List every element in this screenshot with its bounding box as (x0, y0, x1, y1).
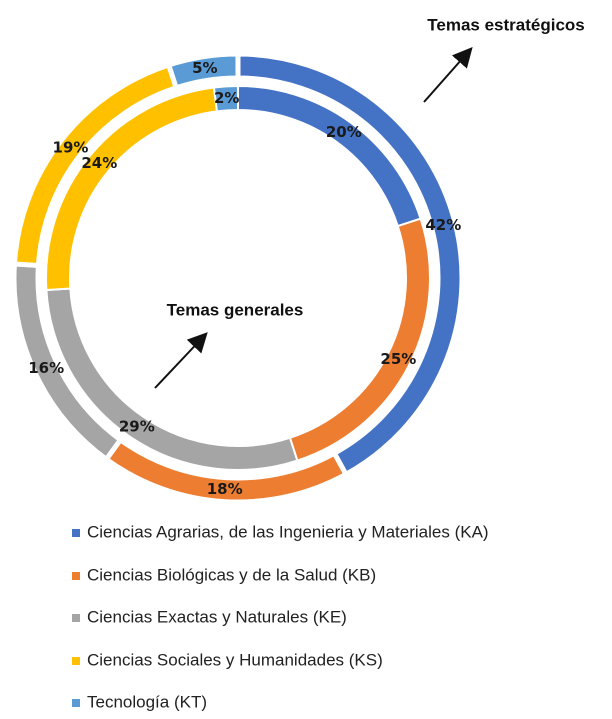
legend-label: Ciencias Exactas y Naturales (KE) (87, 607, 347, 626)
value-label: 16% (28, 359, 64, 377)
ring-segment (212, 84, 239, 113)
ring-segment (45, 86, 219, 292)
value-label: 42% (425, 216, 461, 234)
legend-swatch (72, 699, 80, 707)
value-label: 25% (380, 350, 416, 368)
arrow (423, 47, 473, 103)
legend-label: Tecnología (KT) (87, 692, 207, 711)
ring-annotation: Temas generales (167, 300, 304, 319)
value-label: 19% (53, 139, 89, 157)
legend-label: Ciencias Agrarias, de las Ingenieria y M… (87, 522, 489, 541)
value-label: 20% (326, 123, 362, 141)
legend-label: Ciencias Sociales y Humanidades (KS) (87, 650, 383, 669)
value-label: 24% (81, 154, 117, 172)
legend-swatch (72, 657, 80, 665)
value-label: 18% (207, 480, 243, 498)
value-label: 2% (214, 89, 239, 107)
arrow (154, 332, 208, 389)
legend-label: Ciencias Biológicas y de la Salud (KB) (87, 565, 376, 584)
legend-swatch (72, 572, 80, 580)
value-label: 29% (119, 417, 155, 435)
ring-annotation: Temas estratégicos (427, 15, 584, 34)
ring-segment (237, 84, 422, 228)
legend-swatch (72, 614, 80, 622)
value-label: 5% (192, 59, 217, 77)
legend-swatch (72, 529, 80, 537)
ring-segment (165, 51, 241, 91)
